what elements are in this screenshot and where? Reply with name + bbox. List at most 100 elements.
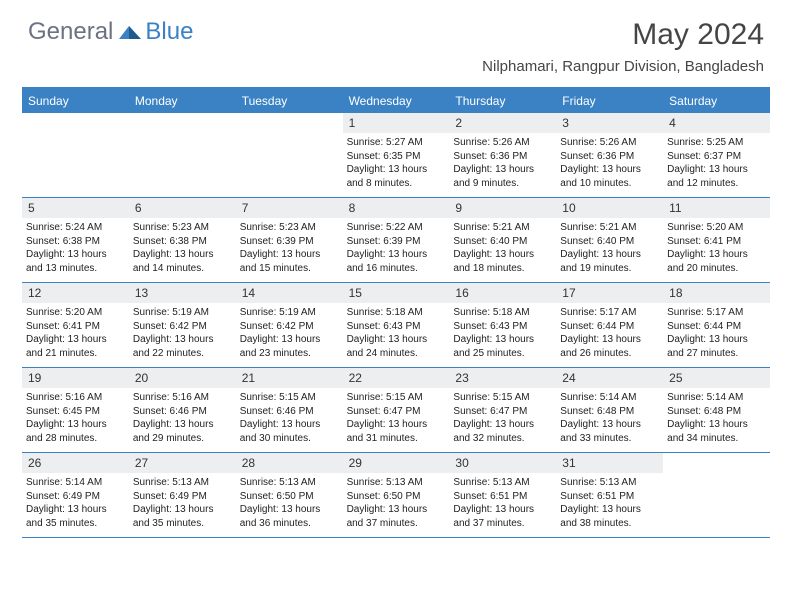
day-number: 16: [449, 283, 556, 303]
day-sunset: Sunset: 6:44 PM: [560, 320, 659, 334]
day-dl1: Daylight: 13 hours: [347, 163, 446, 177]
day-cell: 25Sunrise: 5:14 AMSunset: 6:48 PMDayligh…: [663, 368, 770, 452]
day-cell: 6Sunrise: 5:23 AMSunset: 6:38 PMDaylight…: [129, 198, 236, 282]
day-cell: 2Sunrise: 5:26 AMSunset: 6:36 PMDaylight…: [449, 113, 556, 197]
day-dl2: and 18 minutes.: [453, 262, 552, 276]
day-number: 5: [22, 198, 129, 218]
day-sunset: Sunset: 6:40 PM: [560, 235, 659, 249]
day-cell: 22Sunrise: 5:15 AMSunset: 6:47 PMDayligh…: [343, 368, 450, 452]
day-number: 3: [556, 113, 663, 133]
day-sunrise: Sunrise: 5:17 AM: [667, 306, 766, 320]
day-cell: 18Sunrise: 5:17 AMSunset: 6:44 PMDayligh…: [663, 283, 770, 367]
day-dl1: Daylight: 13 hours: [26, 503, 125, 517]
day-dl1: Daylight: 13 hours: [560, 418, 659, 432]
day-number: 15: [343, 283, 450, 303]
day-dl2: and 33 minutes.: [560, 432, 659, 446]
logo: General Blue: [28, 18, 193, 46]
weeks-container: 1Sunrise: 5:27 AMSunset: 6:35 PMDaylight…: [22, 113, 770, 538]
day-dl2: and 21 minutes.: [26, 347, 125, 361]
day-sunset: Sunset: 6:43 PM: [453, 320, 552, 334]
day-cell: 7Sunrise: 5:23 AMSunset: 6:39 PMDaylight…: [236, 198, 343, 282]
day-number: 18: [663, 283, 770, 303]
day-cell: 10Sunrise: 5:21 AMSunset: 6:40 PMDayligh…: [556, 198, 663, 282]
day-number: 25: [663, 368, 770, 388]
day-cell: 20Sunrise: 5:16 AMSunset: 6:46 PMDayligh…: [129, 368, 236, 452]
day-sunset: Sunset: 6:51 PM: [453, 490, 552, 504]
day-dl2: and 13 minutes.: [26, 262, 125, 276]
day-dl2: and 9 minutes.: [453, 177, 552, 191]
day-sunset: Sunset: 6:43 PM: [347, 320, 446, 334]
day-number: 17: [556, 283, 663, 303]
day-dl1: Daylight: 13 hours: [560, 503, 659, 517]
logo-icon: [115, 23, 143, 44]
day-cell: 5Sunrise: 5:24 AMSunset: 6:38 PMDaylight…: [22, 198, 129, 282]
day-dl2: and 29 minutes.: [133, 432, 232, 446]
day-sunset: Sunset: 6:40 PM: [453, 235, 552, 249]
day-dl2: and 38 minutes.: [560, 517, 659, 531]
day-sunset: Sunset: 6:48 PM: [560, 405, 659, 419]
day-dl2: and 8 minutes.: [347, 177, 446, 191]
day-dl1: Daylight: 13 hours: [133, 503, 232, 517]
day-sunset: Sunset: 6:35 PM: [347, 150, 446, 164]
day-cell: 15Sunrise: 5:18 AMSunset: 6:43 PMDayligh…: [343, 283, 450, 367]
day-dl1: Daylight: 13 hours: [667, 248, 766, 262]
day-sunrise: Sunrise: 5:17 AM: [560, 306, 659, 320]
day-dl2: and 15 minutes.: [240, 262, 339, 276]
day-dl1: Daylight: 13 hours: [453, 163, 552, 177]
day-sunset: Sunset: 6:45 PM: [26, 405, 125, 419]
day-dl1: Daylight: 13 hours: [133, 418, 232, 432]
day-dl1: Daylight: 13 hours: [26, 418, 125, 432]
day-header-cell: Wednesday: [343, 89, 450, 113]
day-sunset: Sunset: 6:46 PM: [240, 405, 339, 419]
day-cell: 17Sunrise: 5:17 AMSunset: 6:44 PMDayligh…: [556, 283, 663, 367]
day-cell: 19Sunrise: 5:16 AMSunset: 6:45 PMDayligh…: [22, 368, 129, 452]
day-dl1: Daylight: 13 hours: [667, 333, 766, 347]
day-sunset: Sunset: 6:49 PM: [133, 490, 232, 504]
day-sunrise: Sunrise: 5:15 AM: [347, 391, 446, 405]
day-sunrise: Sunrise: 5:27 AM: [347, 136, 446, 150]
day-dl1: Daylight: 13 hours: [667, 418, 766, 432]
logo-text-general: General: [28, 18, 113, 46]
day-sunset: Sunset: 6:49 PM: [26, 490, 125, 504]
day-sunrise: Sunrise: 5:23 AM: [240, 221, 339, 235]
day-number: 14: [236, 283, 343, 303]
day-sunrise: Sunrise: 5:14 AM: [560, 391, 659, 405]
day-dl1: Daylight: 13 hours: [667, 163, 766, 177]
day-sunrise: Sunrise: 5:16 AM: [133, 391, 232, 405]
day-dl2: and 35 minutes.: [26, 517, 125, 531]
week-row: 19Sunrise: 5:16 AMSunset: 6:45 PMDayligh…: [22, 368, 770, 453]
day-cell: 8Sunrise: 5:22 AMSunset: 6:39 PMDaylight…: [343, 198, 450, 282]
day-sunrise: Sunrise: 5:18 AM: [453, 306, 552, 320]
calendar: SundayMondayTuesdayWednesdayThursdayFrid…: [22, 87, 770, 538]
day-number: 26: [22, 453, 129, 473]
day-dl1: Daylight: 13 hours: [240, 503, 339, 517]
day-dl1: Daylight: 13 hours: [26, 333, 125, 347]
day-dl2: and 31 minutes.: [347, 432, 446, 446]
day-header-cell: Sunday: [22, 89, 129, 113]
day-sunrise: Sunrise: 5:13 AM: [133, 476, 232, 490]
day-sunset: Sunset: 6:41 PM: [26, 320, 125, 334]
day-sunset: Sunset: 6:39 PM: [347, 235, 446, 249]
day-cell: 11Sunrise: 5:20 AMSunset: 6:41 PMDayligh…: [663, 198, 770, 282]
week-row: 1Sunrise: 5:27 AMSunset: 6:35 PMDaylight…: [22, 113, 770, 198]
day-sunset: Sunset: 6:41 PM: [667, 235, 766, 249]
day-dl2: and 37 minutes.: [453, 517, 552, 531]
day-sunrise: Sunrise: 5:21 AM: [560, 221, 659, 235]
day-sunrise: Sunrise: 5:26 AM: [560, 136, 659, 150]
day-number: 21: [236, 368, 343, 388]
day-sunset: Sunset: 6:36 PM: [453, 150, 552, 164]
day-sunrise: Sunrise: 5:15 AM: [240, 391, 339, 405]
day-cell: 14Sunrise: 5:19 AMSunset: 6:42 PMDayligh…: [236, 283, 343, 367]
day-sunrise: Sunrise: 5:25 AM: [667, 136, 766, 150]
day-number: 11: [663, 198, 770, 218]
day-sunset: Sunset: 6:37 PM: [667, 150, 766, 164]
day-cell: 21Sunrise: 5:15 AMSunset: 6:46 PMDayligh…: [236, 368, 343, 452]
day-sunset: Sunset: 6:36 PM: [560, 150, 659, 164]
day-cell: [129, 113, 236, 197]
day-cell: 3Sunrise: 5:26 AMSunset: 6:36 PMDaylight…: [556, 113, 663, 197]
day-dl2: and 26 minutes.: [560, 347, 659, 361]
day-number: 29: [343, 453, 450, 473]
day-cell: [236, 113, 343, 197]
day-dl2: and 36 minutes.: [240, 517, 339, 531]
day-dl2: and 32 minutes.: [453, 432, 552, 446]
